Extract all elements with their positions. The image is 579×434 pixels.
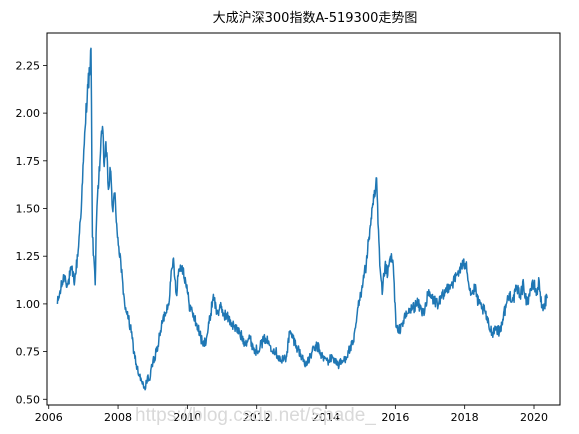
x-axis: 2006 2008 2010 2012 2014 2016 2018 2020	[35, 405, 548, 424]
x-tick-label: 2008	[104, 411, 132, 424]
chart-title: 大成沪深300指数A-519300走势图	[213, 10, 418, 26]
y-tick-label: 2.00	[16, 107, 41, 120]
x-tick-label: 2014	[312, 411, 340, 424]
y-tick-label: 1.50	[16, 203, 41, 216]
x-tick-label: 2016	[381, 411, 409, 424]
plot-area	[46, 32, 561, 406]
x-tick-label: 2012	[243, 411, 271, 424]
y-tick-label: 1.75	[16, 155, 41, 168]
y-tick-label: 1.00	[16, 298, 41, 311]
y-tick-label: 2.25	[16, 59, 41, 72]
x-tick-label: 2006	[35, 411, 63, 424]
x-tick-label: 2018	[451, 411, 479, 424]
x-tick-label: 2010	[173, 411, 201, 424]
watermark-text: https://blog.csdn.net/Spade_	[135, 405, 376, 426]
y-tick-label: 0.75	[16, 346, 41, 359]
y-axis: 0.50 0.75 1.00 1.25 1.50 1.75 2.00 2.25	[16, 59, 47, 406]
x-tick-label: 2020	[520, 411, 548, 424]
y-tick-label: 0.50	[16, 393, 41, 406]
price-series-line	[56, 47, 548, 391]
y-tick-label: 1.25	[16, 250, 41, 263]
